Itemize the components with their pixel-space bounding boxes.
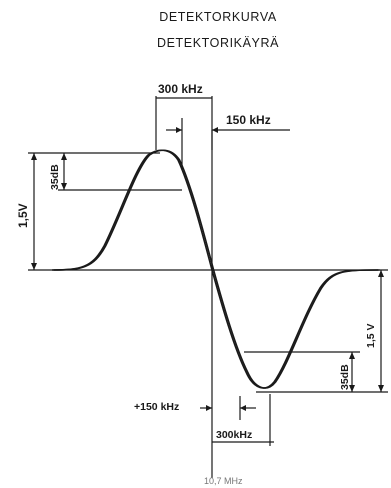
- offset-bottom-arrowhead-left: [206, 405, 212, 411]
- offset-top-arrowhead-left: [176, 127, 182, 133]
- voltage-left-label: 1,5V: [16, 203, 30, 228]
- offset-bottom-label: +150 kHz: [134, 401, 179, 413]
- voltage-left-arrow-down: [31, 263, 37, 270]
- voltage-left-arrow-up: [31, 153, 37, 160]
- offset-top-arrowhead-right: [212, 127, 218, 133]
- voltage-right-arrow-down: [378, 385, 384, 392]
- db-right-arrow-down: [349, 385, 355, 392]
- db-left-label: 35dB: [49, 164, 61, 190]
- db-right-arrow-up: [349, 352, 355, 359]
- voltage-right-arrow-up: [378, 270, 384, 277]
- title-finnish: DETEKTORIKÄYRÄ: [157, 36, 279, 50]
- title-swedish: DETEKTORKURVA: [159, 10, 277, 24]
- center-frequency-label: 10,7 MHz: [204, 476, 243, 486]
- bandwidth-top-label: 300 kHz: [158, 82, 203, 96]
- detector-s-curve-outline: [53, 149, 380, 389]
- bandwidth-bottom-label: 300kHz: [216, 429, 252, 441]
- offset-bottom-arrowhead-right: [240, 405, 246, 411]
- db-left-arrow-up: [61, 153, 67, 160]
- voltage-right-label: 1,5 V: [365, 323, 377, 348]
- db-left-arrow-down: [61, 183, 67, 190]
- detector-s-curve: [51, 149, 379, 389]
- db-right-label: 35dB: [339, 364, 351, 390]
- offset-top-label: 150 kHz: [226, 113, 271, 127]
